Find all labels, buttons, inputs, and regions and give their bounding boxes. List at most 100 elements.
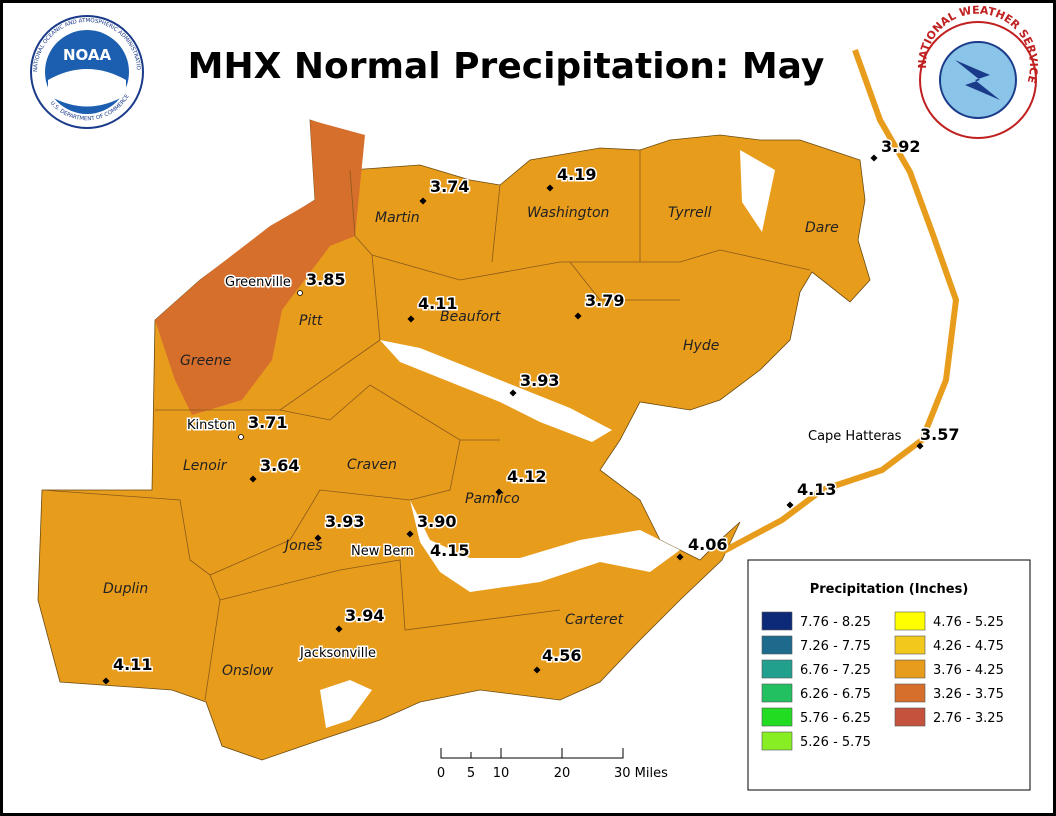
scale-label: 20 — [554, 766, 571, 781]
station-value: 4.19 — [557, 165, 596, 184]
county-label: Greene — [180, 353, 231, 369]
station-value: 3.74 — [430, 177, 469, 196]
station-value: 3.57 — [920, 425, 959, 444]
county-label: Jones — [282, 538, 322, 554]
county-line — [409, 439, 461, 501]
city-label: Kinston — [187, 418, 235, 433]
county-labels: Martin Washington Tyrrell Dare Pitt Beau… — [103, 205, 839, 679]
county-line — [279, 384, 500, 441]
legend-label: 6.26 - 6.75 — [800, 687, 871, 702]
new-river — [320, 680, 372, 728]
station-dot — [495, 488, 503, 496]
legend-swatch — [761, 611, 793, 631]
station-dot — [407, 315, 415, 323]
outer-banks — [720, 48, 960, 555]
legend-label: 7.76 - 8.25 — [800, 615, 871, 630]
legend-swatch — [761, 707, 793, 727]
legend-label: 7.26 - 7.75 — [800, 639, 871, 654]
scale-label: 0 — [437, 766, 445, 781]
county-label: Craven — [347, 457, 397, 473]
legend-label: 4.26 - 4.75 — [933, 639, 1004, 654]
station-dot — [314, 534, 322, 542]
station-dot — [102, 677, 110, 685]
station-dot — [249, 475, 257, 483]
legend-label: 3.76 - 4.25 — [933, 663, 1004, 678]
legend-swatch — [761, 635, 793, 655]
county-label: Martin — [375, 210, 420, 226]
station-value: 3.64 — [260, 456, 299, 475]
pamlico-river — [380, 340, 612, 442]
legend: Precipitation (Inches) 7.76 - 8.25 7.26 -… — [747, 559, 1031, 791]
county-label: Beaufort — [440, 309, 501, 325]
county-label: Lenoir — [183, 458, 228, 474]
station-value: 4.12 — [507, 467, 546, 486]
station-value: 4.11 — [113, 655, 152, 674]
nws-bolt — [955, 60, 1000, 100]
station-value: 4.06 — [688, 535, 727, 554]
title: MHX Normal Precipitation: May — [188, 46, 825, 87]
scale-label: 5 — [467, 766, 475, 781]
city-label: Jacksonville — [299, 646, 376, 661]
county-label: Pitt — [299, 313, 323, 329]
scale-label: 30 Miles — [614, 766, 668, 781]
station-dot — [870, 154, 878, 162]
station-dot — [676, 553, 684, 561]
county-line — [371, 249, 811, 281]
legend-swatch — [894, 635, 926, 655]
noaa-label: NOAA — [63, 46, 112, 64]
station-dot — [509, 389, 517, 397]
station-dot — [406, 530, 414, 538]
station-value: 3.94 — [345, 606, 384, 625]
station-value: 3.93 — [325, 512, 364, 531]
legend-swatch — [894, 611, 926, 631]
legend-swatch — [894, 707, 926, 727]
station-dot — [574, 312, 582, 320]
city-labels: Greenville Kinston Cape Hatteras New Ber… — [186, 274, 904, 663]
legend-label: 5.76 - 6.25 — [800, 711, 871, 726]
legend-label: 4.76 - 5.25 — [933, 615, 1004, 630]
legend-swatch — [894, 659, 926, 679]
legend-items: 7.76 - 8.25 7.26 - 7.75 6.76 - 7.25 6.26 - … — [761, 611, 1004, 751]
station-dot — [533, 666, 541, 674]
station-value: 3.90 — [417, 512, 456, 531]
county-label: Hyde — [683, 338, 719, 354]
station-value: 3.79 — [585, 291, 624, 310]
noaa-bird — [48, 69, 126, 107]
region-dry — [155, 120, 365, 415]
station-value: 4.11 — [418, 294, 457, 313]
station-value: 4.13 — [797, 480, 836, 499]
scale-bar-line — [440, 748, 624, 759]
scale-bar: 0 5 10 20 30 Miles — [437, 748, 668, 781]
county-label: Tyrrell — [668, 205, 712, 221]
city-label: New Bern — [351, 544, 414, 559]
legend-label: 2.76 - 3.25 — [933, 711, 1004, 726]
city-label: Greenville — [225, 275, 291, 290]
legend-label: 5.26 - 5.75 — [800, 735, 871, 750]
station-dot — [546, 184, 554, 192]
station-dot — [786, 501, 794, 509]
county-label: Carteret — [565, 612, 624, 628]
legend-box — [747, 559, 1031, 791]
station-value: 3.93 — [520, 371, 559, 390]
legend-title: Precipitation (Inches) — [810, 582, 969, 597]
station-value: 3.85 — [306, 270, 345, 289]
station-value: 4.15 — [430, 541, 469, 560]
county-label: Duplin — [103, 581, 148, 597]
county-line — [219, 559, 561, 631]
city-dot — [297, 290, 303, 296]
legend-swatch — [761, 731, 793, 751]
scale-label: 10 — [493, 766, 510, 781]
county-label: Dare — [805, 220, 839, 236]
legend-label: 3.26 - 3.75 — [933, 687, 1004, 702]
city-label: Cape Hatteras — [808, 429, 902, 444]
alligator-river — [740, 150, 775, 232]
station-dot — [916, 442, 924, 450]
county-label: Washington — [527, 205, 609, 221]
land — [37, 48, 960, 761]
legend-swatch — [761, 683, 793, 703]
county-label: Pamlico — [465, 491, 520, 507]
station-value: 3.92 — [881, 137, 920, 156]
neuse-river — [410, 500, 680, 592]
station-dot — [335, 625, 343, 633]
